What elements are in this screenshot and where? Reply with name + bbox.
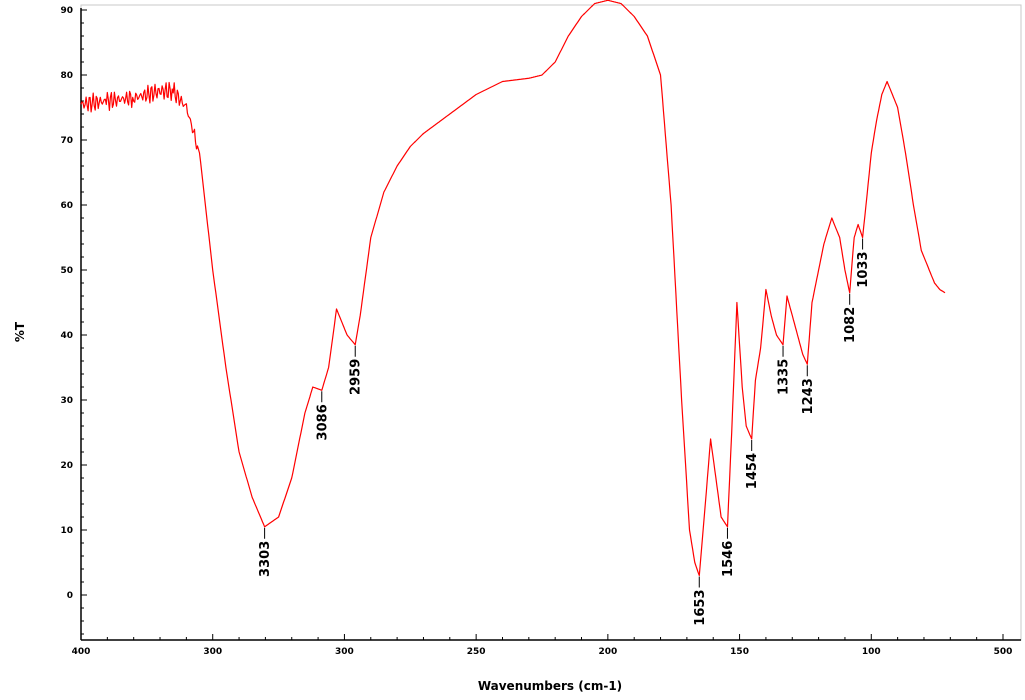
x-axis-title: Wavenumbers (cm-1)	[478, 679, 622, 693]
y-tick-label: 10	[60, 526, 73, 536]
y-tick-label: 40	[60, 331, 73, 341]
peak-label: 1546	[721, 541, 736, 577]
x-tick-label: 250	[467, 647, 486, 657]
peak-labels: 3303 3086 2959 1653 1546 1454 1335 1243 1082 1033	[258, 238, 871, 626]
peak-label: 1335	[777, 359, 792, 395]
x-tick-label: 400	[72, 647, 91, 657]
peak-label: 1243	[801, 378, 816, 414]
y-tick-label: 20	[60, 461, 73, 471]
peak-label: 2959	[349, 359, 364, 395]
y-tick-label: 30	[60, 396, 73, 406]
x-tick-label: 500	[994, 647, 1013, 657]
peak-label: 1454	[745, 453, 760, 489]
x-axis: 400 300 300 250 200 150 100 500	[72, 634, 1021, 657]
y-tick-label: 90	[60, 6, 73, 16]
x-tick-label: 100	[862, 647, 881, 657]
peak-label: 1033	[856, 252, 871, 288]
y-tick-label: 70	[60, 136, 73, 146]
peak-label: 1082	[843, 307, 858, 343]
spectrum-line	[80, 0, 946, 577]
x-tick-label: 200	[598, 647, 617, 657]
x-tick-label: 300	[203, 647, 222, 657]
y-tick-label: 0	[67, 591, 73, 601]
y-tick-label: 60	[60, 201, 73, 211]
peak-label: 1653	[693, 590, 708, 626]
peak-label: 3303	[258, 541, 273, 577]
y-axis-title: %T	[13, 321, 27, 342]
y-tick-label: 80	[60, 71, 73, 81]
x-tick-label: 150	[730, 647, 749, 657]
x-tick-label: 300	[335, 647, 354, 657]
y-axis: 0 10 20 30 40 50 60 70 80 90	[60, 6, 87, 640]
series-layer	[80, 0, 946, 577]
peak-label: 3086	[315, 404, 330, 440]
y-tick-label: 50	[60, 266, 73, 276]
